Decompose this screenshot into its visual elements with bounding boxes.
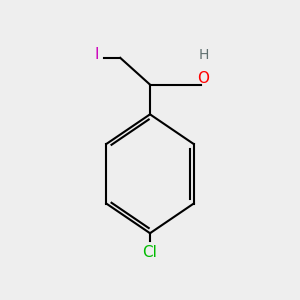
- Text: Cl: Cl: [142, 245, 158, 260]
- Text: H: H: [198, 48, 209, 62]
- Text: O: O: [197, 71, 209, 86]
- Text: I: I: [94, 47, 99, 62]
